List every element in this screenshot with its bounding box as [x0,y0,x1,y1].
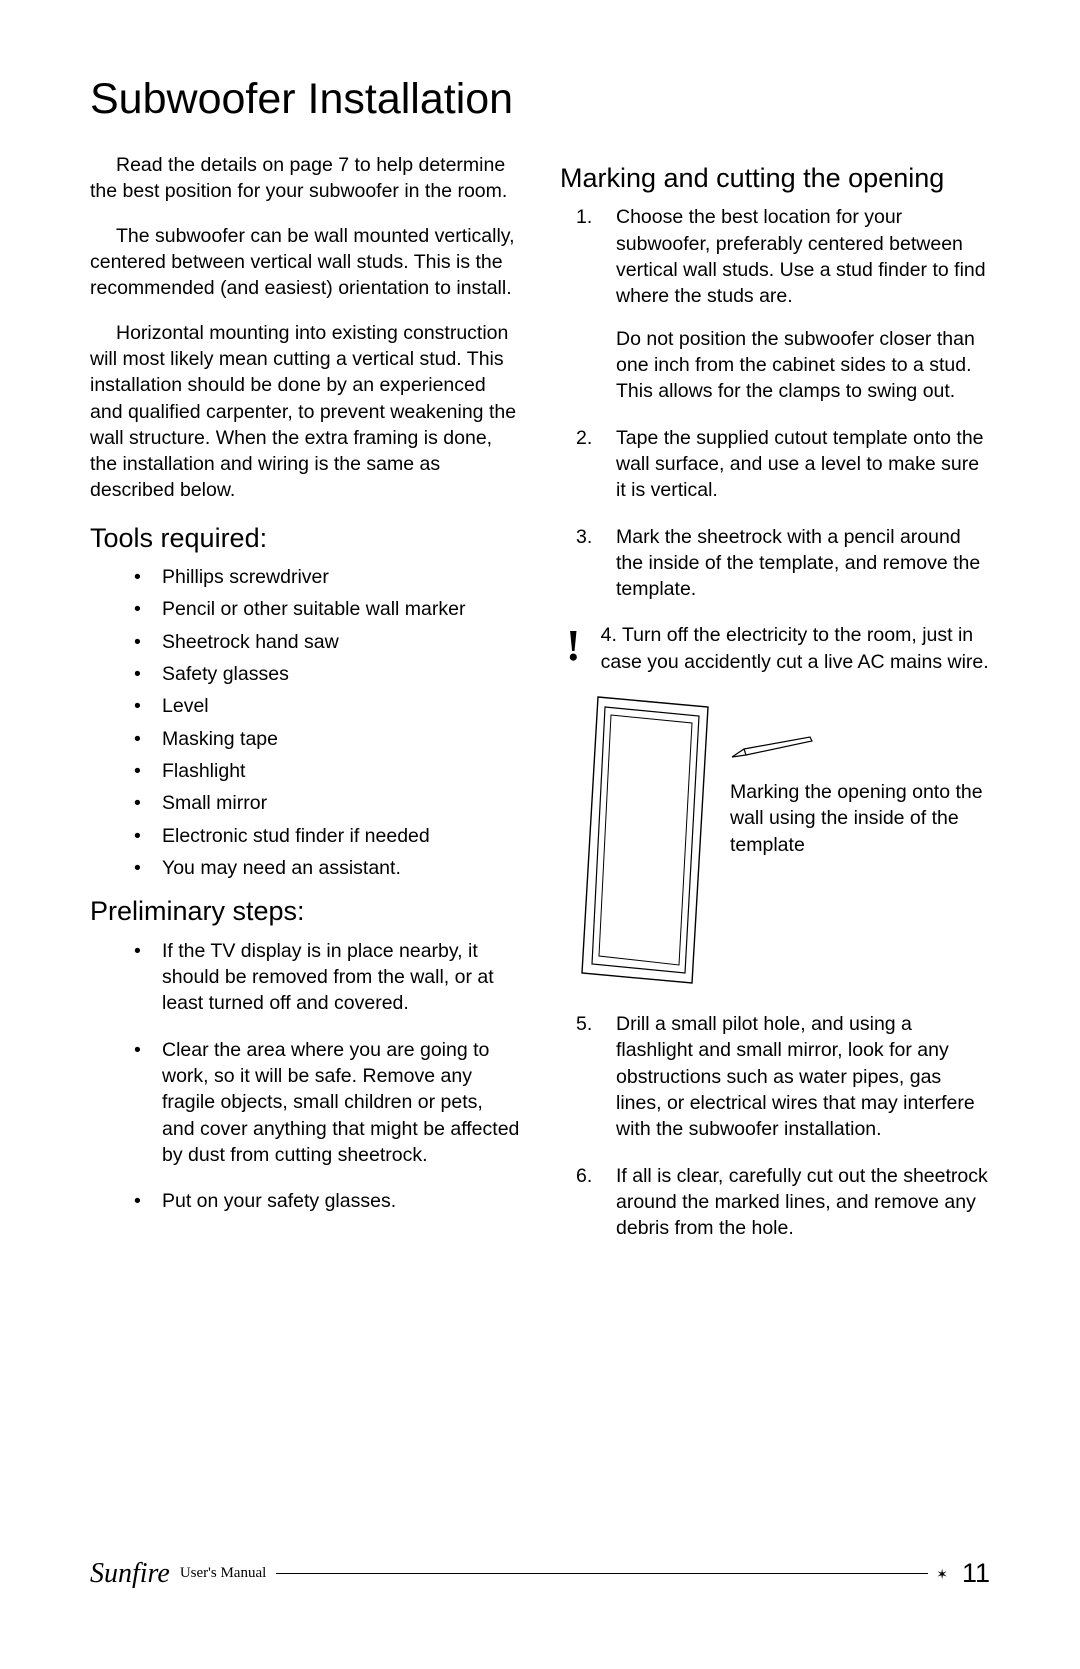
warning-text: 4. Turn off the electricity to the room,… [601,622,990,675]
list-item: If the TV display is in place nearby, it… [162,938,520,1017]
footer-star-icon: ✶ [936,1567,948,1581]
list-item: Electronic stud finder if needed [162,823,520,849]
list-item: Sheetrock hand saw [162,629,520,655]
list-item: Small mirror [162,790,520,816]
marking-heading: Marking and cutting the opening [560,162,990,194]
page-title: Subwoofer Installation [90,75,990,124]
page-footer: Sunfire User's Manual ✶ 11 [90,1558,990,1589]
list-item: Masking tape [162,726,520,752]
list-item: Phillips screwdriver [162,564,520,590]
manual-page: Subwoofer Installation Read the details … [0,0,1080,1669]
step-item: Choose the best location for your subwoo… [616,204,990,404]
steps-list-cont: Drill a small pilot hole, and using a fl… [560,1011,990,1242]
prelim-list: If the TV display is in place nearby, it… [90,938,520,1215]
step-subtext: Do not position the subwoofer closer tha… [616,326,990,405]
list-item: Level [162,693,520,719]
template-diagram-icon [580,695,710,985]
manual-label: User's Manual [180,1565,266,1582]
tools-heading: Tools required: [90,522,520,554]
intro-paragraph: The subwoofer can be wall mounted vertic… [90,223,520,302]
list-item: Put on your safety glasses. [162,1188,520,1214]
step-item: If all is clear, carefully cut out the s… [616,1163,990,1242]
intro-paragraph: Read the details on page 7 to help deter… [90,152,520,205]
step-text: Choose the best location for your subwoo… [616,206,986,307]
page-number: 11 [962,1558,990,1589]
figure-caption: Marking the opening onto the wall using … [730,779,990,858]
intro-paragraph: Horizontal mounting into existing constr… [90,320,520,504]
step-item: Drill a small pilot hole, and using a fl… [616,1011,990,1143]
steps-list: Choose the best location for your subwoo… [560,204,990,602]
figure-side: Marking the opening onto the wall using … [730,695,990,858]
warning-row: ! 4. Turn off the electricity to the roo… [566,622,990,675]
left-column: Read the details on page 7 to help deter… [90,152,520,1262]
step-item: Tape the supplied cutout template onto t… [616,425,990,504]
tools-list: Phillips screwdriver Pencil or other sui… [90,564,520,881]
two-column-layout: Read the details on page 7 to help deter… [90,152,990,1262]
pencil-icon [730,735,820,765]
list-item: Safety glasses [162,661,520,687]
list-item: Clear the area where you are going to wo… [162,1037,520,1169]
template-figure: Marking the opening onto the wall using … [580,695,990,985]
list-item: Flashlight [162,758,520,784]
footer-rule [276,1573,928,1574]
prelim-heading: Preliminary steps: [90,895,520,927]
list-item: You may need an assistant. [162,855,520,881]
step-item: Mark the sheetrock with a pencil around … [616,524,990,603]
list-item: Pencil or other suitable wall marker [162,596,520,622]
brand-logo: Sunfire [90,1560,170,1588]
right-column: Marking and cutting the opening Choose t… [560,152,990,1262]
warning-icon: ! [566,622,581,666]
